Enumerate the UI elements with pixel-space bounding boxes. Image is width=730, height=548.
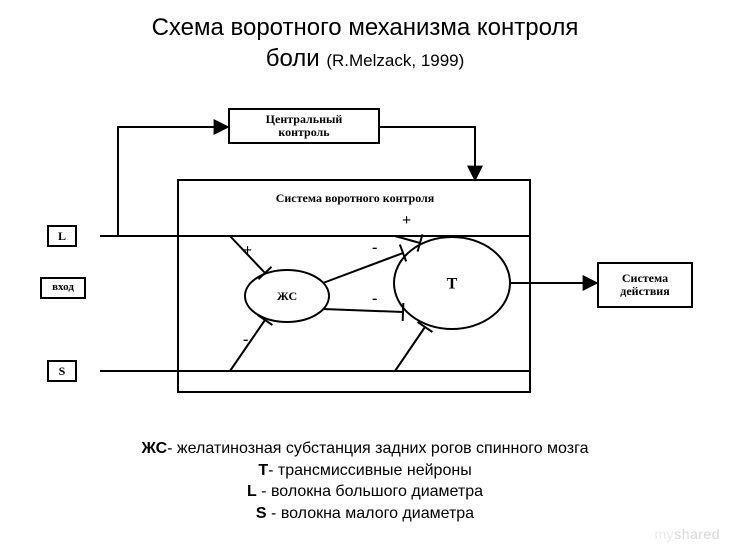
box-L: L [47,225,77,247]
watermark: mymysharedshared [655,526,720,542]
svg-text:ЖС: ЖС [277,289,297,303]
legend-line-2: Т- трансмиссивные нейроны [0,460,730,482]
legend-line-1: ЖС- желатинозная субстанция задних рогов… [0,438,730,460]
svg-text:-: - [372,239,377,256]
svg-text:+: + [243,242,252,259]
box-S: S [47,360,77,382]
box-action-system: Системадействия [597,262,693,308]
box-central-control: Центральныйконтроль [228,108,380,144]
label-gate-system: Система воротного контроля [190,188,520,208]
legend-line-4: S - волокна малого диаметра [0,503,730,525]
svg-text:-: - [372,290,377,307]
legend: ЖС- желатинозная субстанция задних рогов… [0,438,730,524]
svg-text:-: - [243,331,248,348]
legend-line-3: L - волокна большого диаметра [0,481,730,503]
svg-text:+: + [402,212,411,229]
svg-text:T: T [447,276,458,293]
box-input: вход [40,277,86,299]
